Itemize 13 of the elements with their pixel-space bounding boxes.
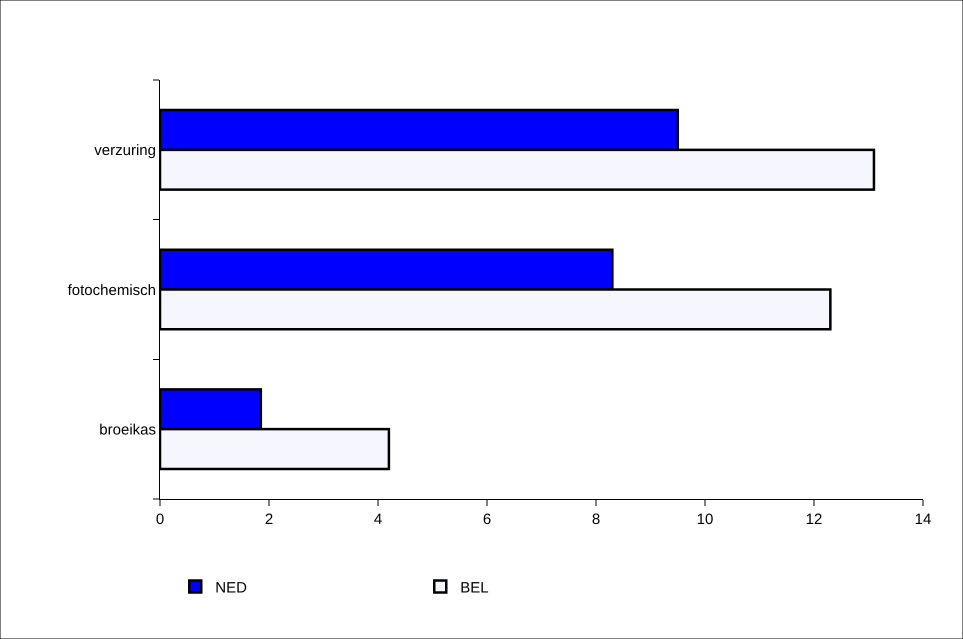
legend-label: NED	[215, 579, 248, 596]
y-tick-label: fotochemisch	[68, 282, 156, 299]
x-tick-label: 0	[156, 511, 164, 528]
x-tick-label: 10	[696, 511, 714, 528]
x-tick-label: 6	[482, 511, 492, 528]
x-tick-label: 14	[914, 511, 932, 528]
y-tick-label: broeikas	[99, 421, 156, 438]
x-tick-label: 12	[806, 511, 822, 528]
y-tick-label: verzuring	[94, 142, 156, 160]
x-tick-label: 8	[592, 511, 600, 528]
x-tick-label: 2	[264, 511, 274, 528]
x-tick-label: 4	[374, 511, 382, 528]
legend-label: BEL	[460, 579, 489, 596]
